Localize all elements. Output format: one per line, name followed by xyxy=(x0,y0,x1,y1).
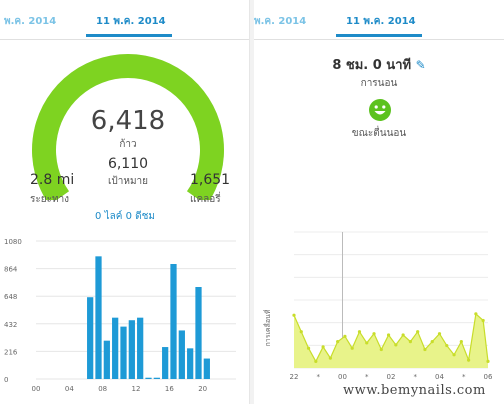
steps-count: 6,418 xyxy=(90,106,166,136)
x-tick-label: 20 xyxy=(198,385,207,393)
hourly-bar xyxy=(95,256,102,379)
goal-value: 6,110 xyxy=(107,156,149,172)
hourly-bar xyxy=(203,358,210,379)
gauge-fill xyxy=(32,53,224,200)
movement-point xyxy=(292,313,296,317)
movement-point xyxy=(328,356,332,360)
movement-point xyxy=(386,333,391,337)
steps-panel: พ.ค. 2014 11 พ.ค. 2014 6,418 ก้าว 6,110 … xyxy=(0,0,250,404)
hourly-bar xyxy=(128,320,135,379)
movement-point xyxy=(467,358,471,362)
movement-point xyxy=(343,334,347,338)
distance-label: ระยะทาง xyxy=(30,194,70,205)
hourly-bar xyxy=(153,377,160,379)
movement-point xyxy=(445,343,449,348)
x-tick-label: * xyxy=(365,373,369,381)
movement-point xyxy=(365,341,369,345)
movement-point xyxy=(299,330,303,334)
movement-point xyxy=(486,359,490,363)
movement-point xyxy=(452,353,456,357)
goal-label: เป้าหมาย xyxy=(107,176,149,187)
y-axis-label: การเคลื่อนที่ xyxy=(263,309,272,346)
steps-unit: ก้าว xyxy=(119,139,137,150)
hourly-bar xyxy=(120,326,127,379)
x-tick-label: 12 xyxy=(132,385,141,393)
pencil-icon[interactable]: ✎ xyxy=(415,58,426,72)
likes-cheers-link[interactable]: 0 ไลค์ 0 ดีชม xyxy=(95,211,155,222)
hourly-bar xyxy=(170,264,177,379)
y-tick-label: 216 xyxy=(4,348,18,356)
movement-point xyxy=(416,330,420,334)
y-tick-label: 0 xyxy=(4,376,8,384)
date-tabs: พ.ค. 2014 11 พ.ค. 2014 xyxy=(0,0,249,40)
movement-point xyxy=(394,343,398,347)
x-tick-label: * xyxy=(462,373,466,381)
movement-point xyxy=(423,347,427,352)
movement-point xyxy=(372,332,376,336)
x-tick-label: 22 xyxy=(290,373,299,381)
x-tick-label: 04 xyxy=(65,385,74,393)
y-tick-label: 1080 xyxy=(4,238,22,246)
x-tick-label: * xyxy=(317,373,321,381)
x-tick-label: 02 xyxy=(387,373,396,381)
sleep-duration: 8 ชม. 0 นาที ✎ xyxy=(254,54,504,75)
smiley-face-icon xyxy=(369,99,391,121)
x-tick-label: 00 xyxy=(338,373,347,381)
movement-line xyxy=(293,312,489,363)
movement-point xyxy=(430,340,434,344)
sleep-movement-chart: การเคลื่อนที่ 22 * 00 * 02 * 04 * 06 xyxy=(263,231,493,381)
movement-point xyxy=(350,346,354,350)
movement-point xyxy=(306,346,311,350)
tab-current-date[interactable]: 11 พ.ค. 2014 xyxy=(346,16,416,27)
movement-point xyxy=(408,340,412,344)
tab-indicator xyxy=(86,34,172,37)
x-tick-label: 08 xyxy=(98,385,107,393)
movement-point xyxy=(336,340,340,344)
x-tick-label: 04 xyxy=(435,373,444,381)
hourly-bar xyxy=(145,377,152,379)
sleep-status: ขณะตื่นนอน xyxy=(351,128,407,139)
movement-area xyxy=(294,313,488,368)
movement-point xyxy=(401,333,405,337)
calories-label: แคลอรี่ xyxy=(190,194,221,205)
hourly-bar xyxy=(195,287,202,379)
movement-point xyxy=(474,312,478,316)
sleep-duration-value: 8 ชม. 0 นาที xyxy=(332,58,412,73)
sleep-label: การนอน xyxy=(360,78,398,89)
calories-value: 1,651 xyxy=(190,172,231,188)
tab-indicator xyxy=(336,34,422,37)
hourly-bar xyxy=(112,317,119,379)
y-tick-label: 432 xyxy=(4,321,17,329)
panel-divider xyxy=(250,0,254,404)
tab-prev-date[interactable]: พ.ค. 2014 xyxy=(254,16,307,27)
distance-value: 2.8 mi xyxy=(30,172,75,188)
tab-current-date[interactable]: 11 พ.ค. 2014 xyxy=(96,16,166,27)
sleep-panel: พ.ค. 2014 11 พ.ค. 2014 8 ชม. 0 นาที ✎ กา… xyxy=(254,0,504,404)
x-tick-label: 00 xyxy=(32,385,41,393)
watermark-text: www.bemynails.com xyxy=(343,383,486,398)
y-tick-label: 648 xyxy=(4,293,17,301)
movement-point xyxy=(459,340,463,344)
hourly-bar xyxy=(178,330,185,379)
movement-point xyxy=(314,359,318,363)
x-tick-label: 06 xyxy=(484,373,493,381)
x-tick-label: * xyxy=(414,373,418,381)
date-tabs: พ.ค. 2014 11 พ.ค. 2014 xyxy=(254,0,504,40)
x-tick-label: 16 xyxy=(165,385,174,393)
hourly-bar xyxy=(137,317,144,379)
hourly-steps-chart: 0 216 432 648 864 1080 00 04 08 12 16 20 xyxy=(4,238,236,393)
hourly-bar xyxy=(162,347,169,379)
hourly-bar xyxy=(103,340,110,379)
tab-prev-date[interactable]: พ.ค. 2014 xyxy=(4,16,57,27)
movement-point xyxy=(357,330,362,334)
step-progress-gauge xyxy=(32,53,224,200)
movement-point xyxy=(379,347,383,352)
hourly-bar xyxy=(187,348,194,379)
movement-point xyxy=(437,332,442,336)
hourly-bar xyxy=(87,297,94,379)
y-tick-label: 864 xyxy=(4,266,18,274)
movement-point xyxy=(481,318,485,323)
movement-point xyxy=(321,345,325,349)
